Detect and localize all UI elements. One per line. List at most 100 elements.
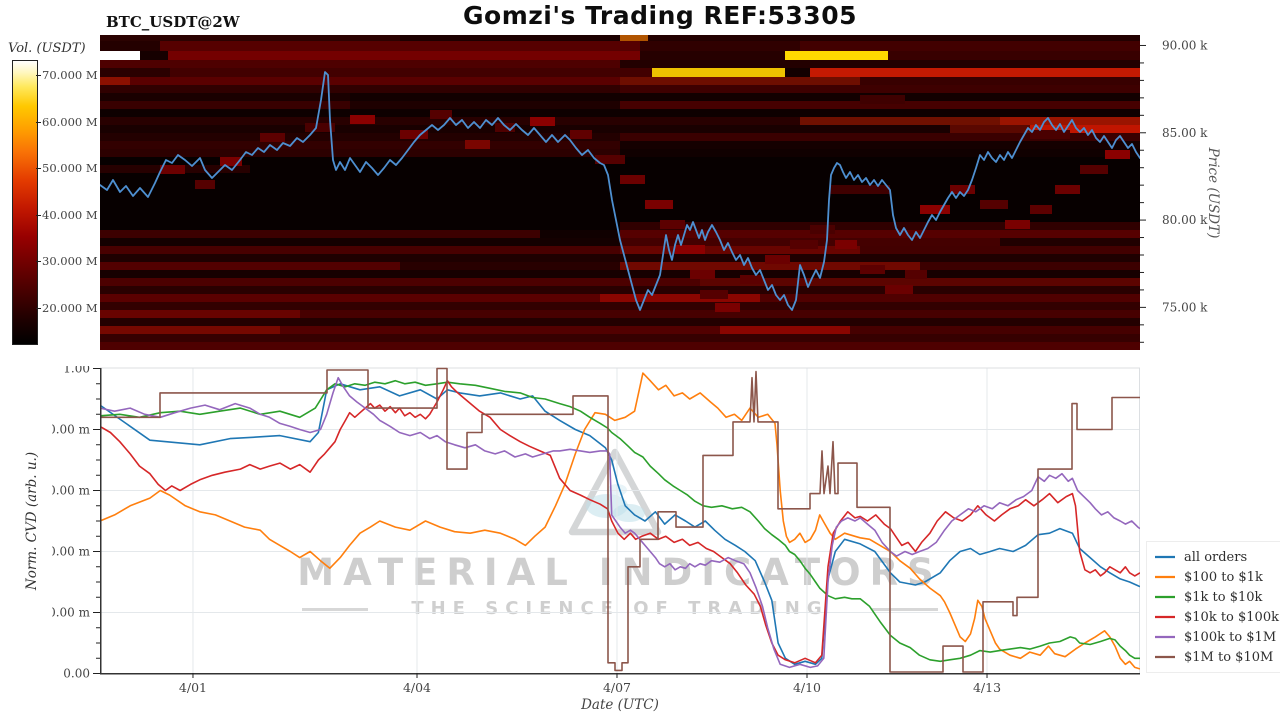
legend-line-sample-icon bbox=[1155, 615, 1175, 619]
volume-colorbar bbox=[12, 60, 38, 345]
heatmap-row-segment bbox=[850, 326, 1140, 334]
heatmap-row-segment bbox=[350, 93, 1140, 101]
heatmap-row-segment bbox=[100, 318, 1140, 326]
heatmap-cell bbox=[620, 175, 645, 184]
colorbar-tick-label: 40.000 M bbox=[42, 207, 98, 222]
heatmap-cell bbox=[465, 140, 490, 149]
heatmap-row-segment bbox=[640, 41, 800, 51]
legend-label: $100 to $1k bbox=[1184, 569, 1263, 585]
heatmap-row-segment bbox=[800, 117, 1000, 125]
liquidity-heatmap bbox=[100, 35, 1140, 350]
heatmap-row-segment bbox=[100, 60, 620, 68]
legend-label: $1k to $10k bbox=[1184, 589, 1263, 605]
heatmap-row-segment bbox=[100, 109, 1140, 117]
heatmap-row-segment bbox=[760, 294, 1140, 302]
cvd-x-tick-label: 4/13 bbox=[973, 680, 1001, 695]
heatmap-row-segment bbox=[920, 262, 1140, 270]
heatmap-row-segment bbox=[620, 85, 1140, 93]
legend-line-sample-icon bbox=[1155, 575, 1175, 579]
heatmap-row-segment bbox=[888, 51, 1140, 60]
heatmap-row-segment bbox=[168, 51, 640, 60]
legend-item: $100 to $1k bbox=[1153, 567, 1279, 587]
price-tick-label: 75.00 k bbox=[1162, 300, 1208, 314]
heatmap-cell bbox=[1030, 205, 1052, 214]
page-title: Gomzi's Trading REF:53305 bbox=[463, 1, 857, 30]
colorbar-tick bbox=[36, 75, 41, 76]
heatmap-cell bbox=[835, 240, 857, 249]
heatmap-row-segment bbox=[100, 93, 350, 101]
heatmap-row-segment bbox=[100, 41, 160, 51]
heatmap-cell bbox=[595, 155, 625, 164]
heatmap-row-segment bbox=[100, 238, 620, 246]
legend-line-sample-icon bbox=[1155, 655, 1175, 659]
heatmap-row-segment bbox=[620, 149, 1140, 157]
heatmap-cell bbox=[920, 205, 950, 214]
heatmap-row-segment bbox=[100, 294, 600, 302]
heatmap-row-segment bbox=[100, 230, 540, 238]
heatmap-row-segment bbox=[100, 310, 300, 318]
heatmap-cell bbox=[790, 240, 818, 249]
heatmap-cell bbox=[1005, 220, 1030, 229]
colorbar-tick-label: 20.000 M bbox=[42, 300, 98, 315]
heatmap-row-segment bbox=[648, 35, 1140, 41]
colorbar-tick bbox=[36, 261, 41, 262]
series--10k-to-100k bbox=[100, 379, 1140, 664]
heatmap-cell bbox=[830, 185, 890, 194]
colorbar-tick-label: 70.000 M bbox=[42, 68, 98, 82]
cvd-y-axis: 1.00 800.00 m 600.00 m 400.00 m 200.00 m 0.00 bbox=[52, 366, 100, 681]
legend-line-sample-icon bbox=[1155, 595, 1175, 599]
series--1m-to-10m bbox=[100, 367, 1140, 673]
cvd-x-tick-label: 4/07 bbox=[603, 680, 631, 695]
cvd-y-tick-label: 0.00 bbox=[63, 667, 90, 681]
heatmap-cell bbox=[860, 265, 885, 274]
colorbar-title: Vol. (USDT) bbox=[8, 41, 86, 56]
legend-label: $100k to $1M bbox=[1184, 629, 1277, 645]
heatmap-cell bbox=[350, 115, 375, 124]
heatmap-cell bbox=[305, 123, 335, 132]
heatmap-row-segment bbox=[100, 334, 1140, 342]
heatmap-row-segment bbox=[130, 77, 620, 85]
material-indicators-logo-icon bbox=[568, 448, 662, 536]
heatmap-row-segment bbox=[350, 101, 620, 109]
heatmap-row-segment bbox=[1000, 238, 1140, 246]
heatmap-row-segment bbox=[100, 270, 1140, 278]
series--1k-to-10k bbox=[100, 379, 1140, 663]
legend-label: $10k to $100k bbox=[1184, 609, 1279, 625]
cvd-x-axis: 4/01 4/04 4/07 4/10 4/13 bbox=[179, 673, 1001, 695]
colorbar-tick-label: 60.000 M bbox=[42, 114, 98, 129]
heatmap-row-segment bbox=[540, 230, 620, 238]
heatmap-cell bbox=[700, 290, 728, 299]
heatmap-cell bbox=[740, 275, 762, 284]
heatmap-row-segment bbox=[100, 254, 1140, 262]
heatmap-row-segment bbox=[620, 101, 1140, 109]
heatmap-row-segment bbox=[100, 125, 950, 133]
legend-item: $10k to $100k bbox=[1153, 607, 1279, 627]
legend: all orders $100 to $1k $1k to $10k $10k to … bbox=[1146, 541, 1280, 673]
heatmap-row-segment bbox=[100, 101, 350, 109]
heatmap-row-segment bbox=[720, 326, 850, 334]
heatmap-row-segment bbox=[810, 68, 1140, 77]
legend-item: all orders bbox=[1153, 547, 1279, 567]
heatmap-row-segment bbox=[800, 41, 1140, 51]
heatmap-row-segment bbox=[100, 326, 280, 334]
heatmap-cell bbox=[810, 225, 835, 234]
heatmap-cell bbox=[530, 117, 555, 126]
heatmap-cell bbox=[1030, 130, 1070, 139]
cvd-x-axis-title: Date (UTC) bbox=[581, 697, 659, 713]
heatmap-row-segment bbox=[785, 68, 810, 77]
legend-line-sample-icon bbox=[1155, 555, 1175, 559]
legend-line-sample-icon bbox=[1155, 635, 1175, 639]
heatmap-row-segment bbox=[620, 141, 1140, 149]
heatmap-row-segment bbox=[640, 51, 785, 60]
colorbar-tick bbox=[36, 168, 41, 169]
cvd-x-tick-label: 4/04 bbox=[403, 680, 431, 695]
heatmap-cell bbox=[160, 165, 185, 174]
colorbar-tick bbox=[36, 214, 41, 216]
heatmap-cell bbox=[980, 200, 1008, 209]
colorbar-tick-label: 50.000 M bbox=[42, 161, 98, 175]
heatmap-row-segment bbox=[700, 278, 1140, 286]
heatmap-row-segment bbox=[100, 302, 1140, 310]
legend-item: $100k to $1M bbox=[1153, 627, 1279, 647]
watermark-dash-left bbox=[302, 608, 368, 611]
heatmap-row-segment bbox=[160, 41, 640, 51]
